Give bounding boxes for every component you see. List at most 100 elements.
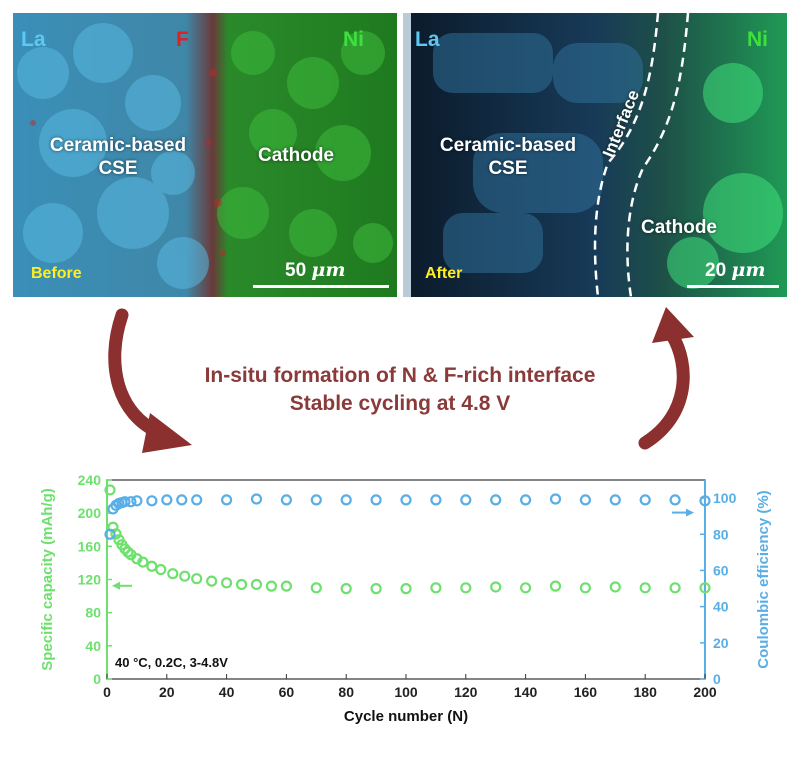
scale-bar-label: 20 μm [705,259,766,281]
arrow-up-head-icon [652,307,694,343]
capacity-point [221,577,233,589]
process-arrows [108,307,694,453]
x-tick-label: 180 [634,684,658,700]
efficiency-point [161,494,173,506]
y-left-axis-title: Specific capacity (mAh/g) [39,488,56,671]
caption-line-2: Stable cycling at 4.8 V [289,392,511,416]
after-map-image [403,13,787,297]
efficiency-point [579,494,592,506]
x-tick-label: 80 [338,684,354,700]
element-label-ni: Ni [343,28,364,51]
capacity-point [549,580,562,592]
x-tick-label: 40 [219,684,235,700]
capacity-point [699,582,711,594]
x-tick-label: 200 [693,684,717,700]
capacity-point [146,560,158,572]
capacity-point [340,583,352,595]
y-right-tick-label: 100 [713,490,737,506]
capacity-point [280,580,292,592]
x-tick-label: 140 [514,684,538,700]
efficiency-point [125,496,137,508]
y-right-tick-label: 60 [713,562,729,578]
caption-line-1: In-situ formation of N & F-rich interfac… [204,364,596,387]
after-eds-map: La Ni Ceramic-based CSE Interface Cathod… [403,13,787,297]
efficiency-point [191,494,203,506]
capacity-point [265,580,278,592]
capacity-point [430,582,442,594]
efficiency-point [280,494,292,506]
capacity-point [519,582,532,594]
capacity-point [609,581,621,593]
cycling-chart: 0 20 40 60 80 100 120 140 160 180 2000408012016020… [39,472,772,725]
y-left-tick-label: 160 [78,538,102,554]
efficiency-point [549,493,562,505]
efficiency-point [699,495,711,507]
efficiency-point [490,494,502,506]
element-label-f: F [176,28,189,51]
y-left-tick-label: 80 [85,605,101,621]
region-label-cse: Ceramic-based CSE [49,135,187,179]
efficiency-point [250,493,263,505]
y-left-tick-label: 40 [85,638,101,654]
y-right-tick-label: 80 [713,526,729,542]
capacity-point [235,578,248,591]
capacity-point [206,575,218,587]
region-label-cathode: Cathode [641,217,717,238]
region-label-cse: Ceramic-based CSE [439,135,577,179]
efficiency-point [370,494,382,506]
capacity-point [310,582,322,594]
y-right-axis-title: Coulombic efficiency (%) [755,490,772,668]
capacity-point [400,583,412,595]
stage-label-before: Before [31,265,82,282]
capacity-arrowhead-icon [112,581,120,590]
efficiency-point [221,494,233,506]
scale-bar [687,285,779,288]
capacity-point [250,578,263,591]
capacity-point [370,583,382,595]
chart-annotation: 40 °C, 0.2C, 3-4.8V [115,655,228,670]
efficiency-point [669,494,681,506]
y-right-tick-label: 40 [713,599,729,615]
efficiency-point [340,494,352,506]
efficiency-point [146,495,158,507]
element-label-la: La [21,28,46,51]
efficiency-point [519,494,532,506]
efficiency-point [460,494,472,506]
x-tick-label: 160 [574,684,598,700]
efficiency-point [310,494,322,506]
y-left-tick-label: 200 [78,505,102,521]
capacity-point [110,528,122,540]
efficiency-point [430,494,442,506]
efficiency-point [131,495,143,507]
region-label-cathode: Cathode [258,145,334,166]
scale-unit: μm [311,259,346,281]
capacity-point [669,582,681,594]
x-tick-label: 0 [103,684,111,700]
scale-bar [253,285,389,288]
y-left-tick-label: 240 [78,472,102,488]
capacity-point [179,570,191,582]
x-tick-label: 120 [454,684,478,700]
arrow-down-head-icon [142,413,192,453]
scale-bar-label: 50 μm [285,259,346,281]
capacity-point [191,573,203,585]
before-eds-map: La F Ni Ceramic-based CSE Cathode Before… [13,13,397,297]
element-label-la: La [415,28,440,51]
efficiency-point [104,528,116,540]
capacity-point [490,581,502,593]
efficiency-arrowhead-icon [686,508,694,517]
efficiency-point [119,496,131,508]
efficiency-point [609,494,621,506]
y-right-tick-label: 0 [713,671,721,687]
element-label-ni: Ni [747,28,768,51]
y-left-tick-label: 120 [78,572,102,588]
x-tick-label: 60 [279,684,295,700]
stage-label-after: After [425,265,463,282]
plot-frame [106,479,706,680]
capacity-point [460,582,472,594]
capacity-point [137,556,149,568]
caption: In-situ formation of N & F-rich interfac… [150,362,650,419]
y-right-tick-label: 20 [713,635,729,651]
efficiency-point [176,494,188,506]
x-axis-title: Cycle number (N) [344,708,468,725]
